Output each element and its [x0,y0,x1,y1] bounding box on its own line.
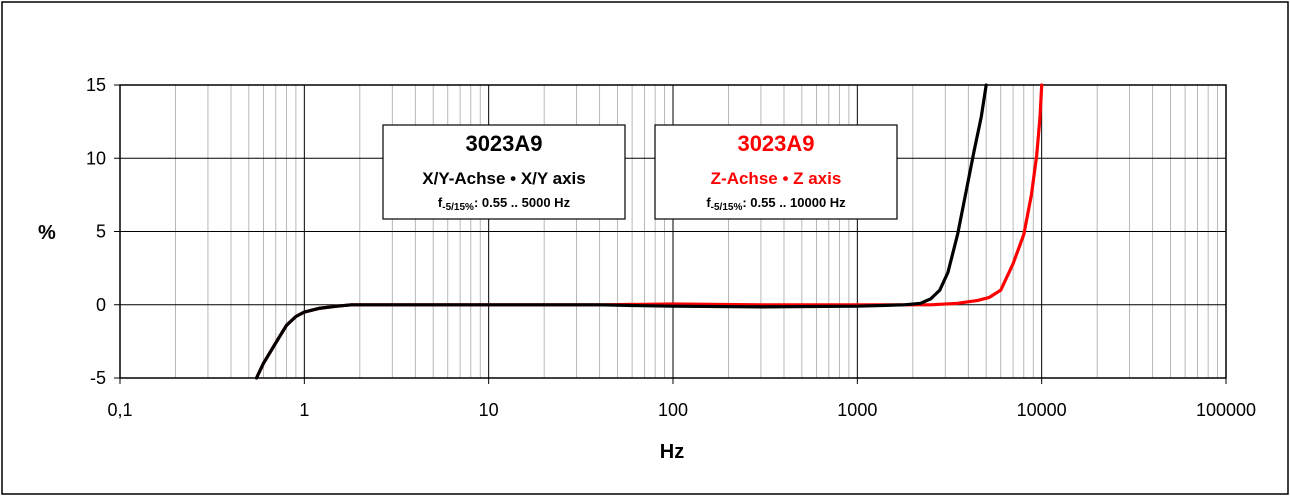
annotation-xy-subtitle: X/Y-Achse • X/Y axis [422,169,585,188]
annotation-box-xy: 3023A9 X/Y-Achse • X/Y axis f-5/15%: 0.5… [382,124,626,220]
series-line-1 [254,83,988,380]
x-axis-ticks: 0,1 1 10 100 1000 10000 100000 [107,378,1256,420]
x-tick-label: 0,1 [107,400,132,420]
y-tick-label: 15 [86,75,106,95]
y-tick-label: 0 [96,295,106,315]
annotation-xy-frequency: f-5/15%: 0.55 .. 5000 Hz [438,195,571,213]
annotation-z-title: 3023A9 [737,131,814,156]
x-tick-label: 1 [299,400,309,420]
x-tick-label: 10 [479,400,499,420]
y-axis-label: % [38,222,56,244]
x-tick-label: 100 [658,400,688,420]
annotation-box-z: 3023A9 Z-Achse • Z axis f-5/15%: 0.55 ..… [654,124,898,220]
series-group [254,83,1044,380]
annotation-z-frequency: f-5/15%: 0.55 .. 10000 Hz [706,195,846,213]
y-tick-label: 10 [86,148,106,168]
annotation-xy-title: 3023A9 [465,131,542,156]
y-tick-label: -5 [90,368,106,388]
y-tick-label: 5 [96,222,106,242]
x-tick-label: 1000 [837,400,877,420]
x-tick-label: 100000 [1196,400,1256,420]
annotation-z-subtitle: Z-Achse • Z axis [711,169,842,188]
x-axis-label: Hz [660,441,684,463]
y-axis-ticks: 15 10 5 0 -5 [86,75,120,388]
x-tick-label: 10000 [1017,400,1067,420]
